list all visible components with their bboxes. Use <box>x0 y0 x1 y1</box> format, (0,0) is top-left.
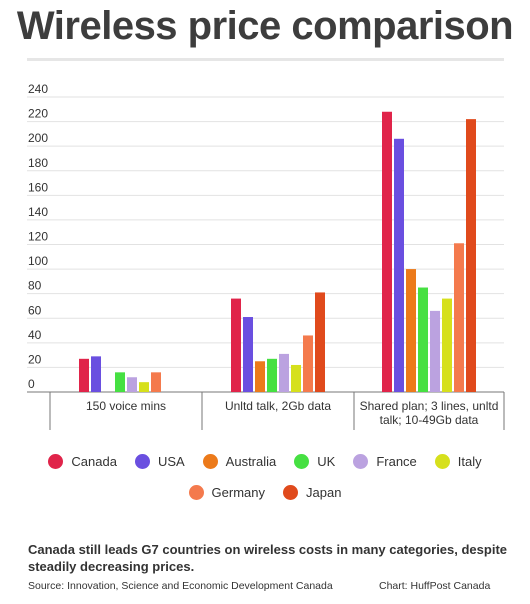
y-tick-label: 100 <box>28 254 48 268</box>
legend-label: France <box>376 454 417 469</box>
legend-swatch <box>48 454 64 469</box>
y-tick-label: 40 <box>28 328 42 342</box>
legend-label: USA <box>157 454 185 469</box>
bar-france <box>279 353 289 392</box>
bar-germany <box>454 243 464 392</box>
bar-france <box>127 377 137 392</box>
bar-canada <box>382 111 392 392</box>
x-category-label: Shared plan; 3 lines, unltd talk; 10-49Gb… <box>360 399 499 427</box>
legend-item-france: France <box>353 454 417 469</box>
bar-usa <box>243 317 253 392</box>
chart-title: Wireless price comparison <box>16 4 514 48</box>
legend-swatch <box>434 454 450 469</box>
legend-label: Japan <box>306 485 342 500</box>
source-text: Source: Innovation, Science and Economic… <box>28 580 333 592</box>
legend-item-uk: UK <box>294 454 335 469</box>
bar-italy <box>139 382 149 392</box>
chart-caption: Canada still leads G7 countries on wirel… <box>28 542 508 574</box>
legend-label: Canada <box>71 454 117 469</box>
legend: Canada USA Australia UK France Italy Germany J… <box>40 454 490 516</box>
legend-swatch <box>283 485 299 500</box>
y-tick-label: 20 <box>28 352 42 366</box>
legend-item-australia: Australia <box>202 454 277 469</box>
y-tick-label: 240 <box>28 82 48 96</box>
bar-italy <box>291 364 301 392</box>
y-tick-label: 0 <box>28 377 35 391</box>
bar-canada <box>231 298 241 392</box>
bar-usa <box>91 356 101 392</box>
legend-swatch <box>294 454 310 469</box>
x-axis-categories: 150 voice mins Unltd talk, 2Gb data Shared… <box>86 399 498 427</box>
y-tick-label: 120 <box>28 230 48 244</box>
legend-label: Australia <box>225 454 277 469</box>
bar-uk <box>115 372 125 392</box>
legend-item-germany: Germany <box>188 485 266 500</box>
legend-label: UK <box>317 454 336 469</box>
title-divider <box>27 58 504 61</box>
y-tick-label: 200 <box>28 131 48 145</box>
y-tick-label: 220 <box>28 107 48 121</box>
y-axis-ticks: 0 20 40 60 80 100 120 140 160 180 200 220 240 <box>28 82 48 391</box>
y-tick-label: 140 <box>28 205 48 219</box>
legend-swatch <box>353 454 369 469</box>
legend-label: Italy <box>457 454 482 469</box>
chart-credit: Chart: HuffPost Canada <box>379 580 491 592</box>
y-tick-label: 80 <box>28 279 42 293</box>
y-tick-label: 160 <box>28 180 48 194</box>
legend-swatch <box>188 485 204 500</box>
x-category-label: Unltd talk, 2Gb data <box>225 399 331 413</box>
legend-item-japan: Japan <box>283 485 341 500</box>
bar-italy <box>442 298 452 392</box>
bar-usa <box>394 138 404 392</box>
bar-canada <box>79 358 89 392</box>
bar-japan <box>315 292 325 392</box>
legend-item-italy: Italy <box>434 454 482 469</box>
legend-label: Germany <box>211 485 266 500</box>
bar-japan <box>466 119 476 392</box>
legend-item-usa: USA <box>134 454 185 469</box>
bar-france <box>430 310 440 392</box>
legend-row: Canada USA Australia UK France Italy <box>40 454 490 469</box>
legend-swatch <box>202 454 218 469</box>
x-category-label: 150 voice mins <box>86 399 166 413</box>
legend-item-canada: Canada <box>48 454 117 469</box>
legend-swatch <box>134 454 150 469</box>
bar-germany <box>303 335 313 392</box>
bar-australia <box>406 269 416 392</box>
bar-australia <box>255 361 265 392</box>
bars <box>79 111 476 392</box>
bar-uk <box>267 358 277 392</box>
legend-row: Germany Japan <box>40 485 490 500</box>
y-tick-label: 180 <box>28 156 48 170</box>
source-line: Source: Innovation, Science and Economic… <box>28 580 518 592</box>
bar-uk <box>418 287 428 392</box>
bar-chart: 0 20 40 60 80 100 120 140 160 180 200 220 240 150 vo… <box>27 82 505 430</box>
bar-germany <box>151 372 161 392</box>
y-tick-label: 60 <box>28 303 42 317</box>
